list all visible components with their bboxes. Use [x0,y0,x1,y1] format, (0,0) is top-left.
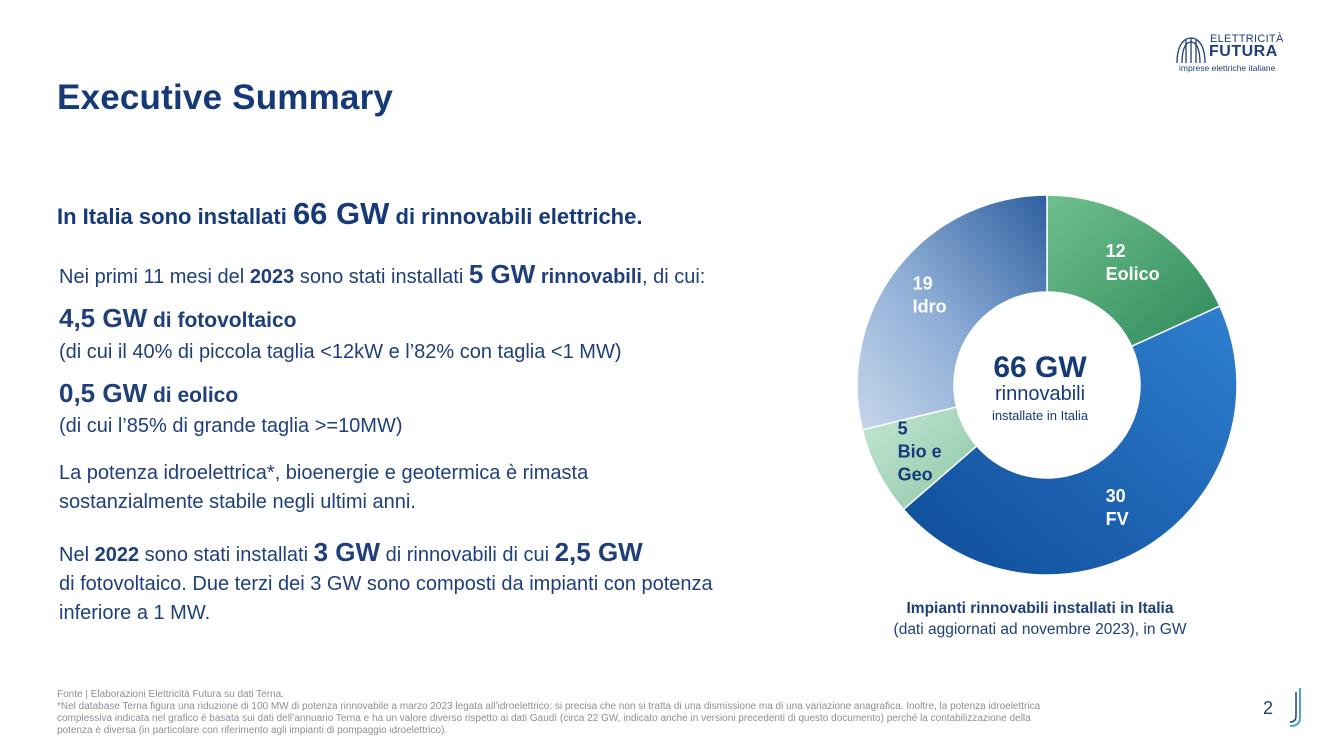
slice-category-label: Eolico [1106,264,1160,284]
caption-line2: (dati aggiornati ad novembre 2023), in G… [893,621,1187,638]
p3-line1: Nel 2022 sono stati installati 3 GW di r… [59,538,713,570]
footnote-line4: potenza è diversa (in particolare con ri… [57,725,448,736]
p3-text-b: sono stati installati [139,544,314,566]
p3-line3: inferiore a 1 MW. [59,602,211,624]
page-title: Executive Summary [57,78,394,117]
pv-label: di fotovoltaico [147,309,297,332]
pv-note: (di cui il 40% di piccola taglia <12kW e… [59,341,622,363]
slice-category-label: Geo [898,465,933,485]
slice-idro [856,194,1048,431]
slice-category-label: Idro [913,297,947,317]
chart-caption: Impianti rinnovabili installati in Itali… [855,598,1225,640]
p3-text-a: Nel [59,544,95,566]
slice-value-label: 19 [913,274,933,294]
intro-text-c: , di cui: [641,266,706,288]
elettricita-futura-logo: ELETTRICITÀ FUTURA imprese elettriche it… [1174,33,1294,73]
headline-pre: In Italia sono installati [57,204,293,229]
center-line1: rinnovabili [995,383,1085,405]
intro-paragraph: Nei primi 11 mesi del 2023 sono stati in… [59,260,705,292]
pv-value: 4,5 GW [59,303,148,333]
caption-line1: Impianti rinnovabili installati in Itali… [906,600,1174,617]
page-number: 2 [1263,698,1274,718]
wind-value: 0,5 GW [59,378,148,408]
renewables-donut-chart: 12 Eolico 30 FV 5 Bio e Geo 19 Idro 66 GW rinnov… [856,194,1238,576]
wind-label: di eolico [147,384,239,407]
wind-note: (di cui l’85% di grande taglia >=10MW) [59,415,403,437]
intro-text-b: sono stati installati [294,266,469,288]
center-line2: installate in Italia [992,408,1089,423]
hydro-paragraph: La potenza idroelettrica*, bioenergie e … [59,459,588,517]
footnote-line2: *Nel database Terna figura una riduzione… [57,701,1041,712]
footnote: Fonte | Elaborazioni Elettricità Futura … [57,689,1197,737]
footnote-line3: complessiva indicata nel grafico è basat… [57,713,1031,724]
intro-unit: rinnovabili [535,266,642,288]
p3-line2: di fotovoltaico. Due terzi dei 3 GW sono… [59,573,713,595]
page-corner-ornament-icon [1290,688,1301,727]
headline: In Italia sono installati 66 GW di rinno… [57,196,642,232]
logo-line2: FUTURA [1209,43,1278,60]
slice-value-label: 5 [898,419,908,439]
slice-value-label: 30 [1106,486,1126,506]
p3-text-c: di rinnovabili di cui [380,544,555,566]
p3-value-2: 2,5 GW [554,537,643,567]
logo-line1: ELETTRICITÀ [1210,33,1284,45]
hydro-line1: La potenza idroelettrica*, bioenergie e … [59,462,589,484]
slice-value-label: 12 [1106,241,1126,261]
intro-text-a: Nei primi 11 mesi del [59,266,250,288]
slice-eolico [1046,194,1221,348]
headline-post: di rinnovabili elettriche. [389,204,643,229]
p3-value-1: 3 GW [313,537,381,567]
slice-category-label: FV [1106,509,1129,529]
year-2022-paragraph: Nel 2022 sono stati installati 3 GW di r… [59,538,713,628]
slice-category-label: Bio e [898,442,942,462]
p3-year: 2022 [94,544,140,566]
logo-line3: imprese elettriche italiane [1179,63,1276,73]
intro-value: 5 GW [468,259,536,289]
pv-item: 4,5 GW di fotovoltaico [59,304,296,336]
hydro-line2: sostanzialmente stabile negli ultimi ann… [59,491,416,513]
footnote-line1: Fonte | Elaborazioni Elettricità Futura … [57,689,284,700]
intro-year: 2023 [249,266,295,288]
wind-item: 0,5 GW di eolico [59,379,238,411]
headline-value: 66 GW [292,196,390,231]
slice-fv [902,305,1238,576]
center-value: 66 GW [993,351,1087,384]
shell-icon [1176,37,1206,64]
